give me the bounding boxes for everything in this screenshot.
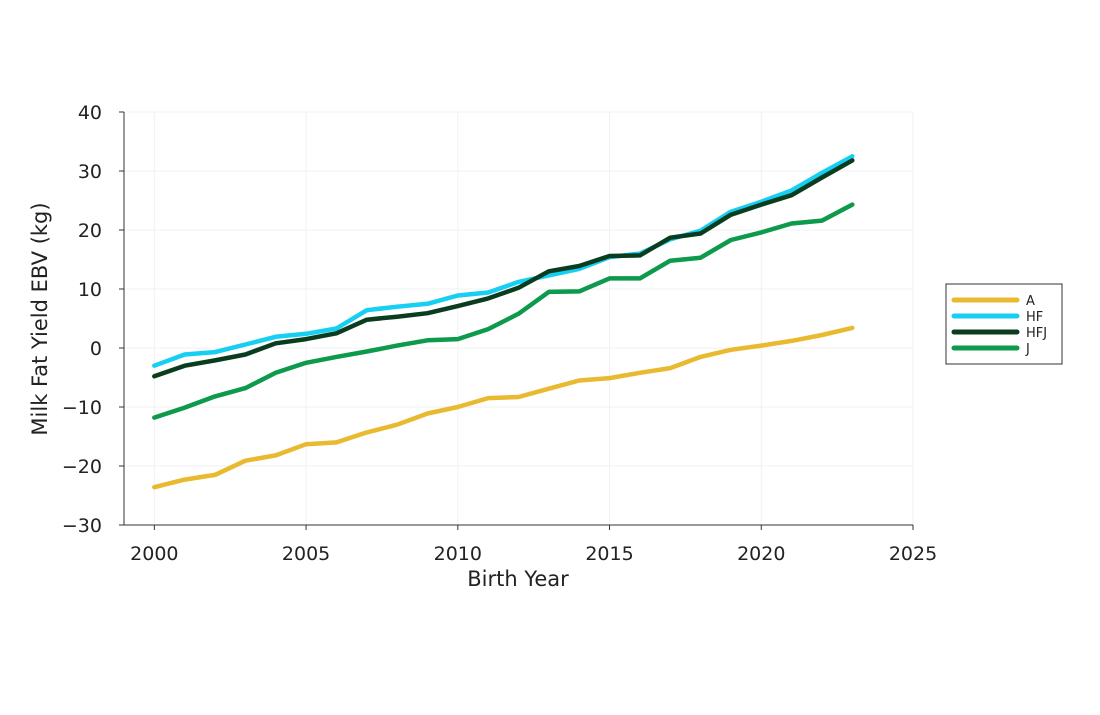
x-tick-label: 2000 xyxy=(130,543,178,565)
legend-label-hf: HF xyxy=(1026,310,1043,325)
y-tick-label: −30 xyxy=(62,515,102,537)
series-line-a xyxy=(152,325,855,490)
y-tick-label: 40 xyxy=(78,102,102,124)
x-axis-title: Birth Year xyxy=(467,567,569,591)
y-tick-label: 30 xyxy=(78,161,102,183)
y-tick-label: −20 xyxy=(62,456,102,478)
legend-label-hfj: HFJ xyxy=(1026,326,1047,341)
x-tick-label: 2005 xyxy=(282,543,330,565)
y-tick-label: 10 xyxy=(78,279,102,301)
y-tick-label: 20 xyxy=(78,220,102,242)
x-tick-label: 2015 xyxy=(585,543,633,565)
y-tick-label: −10 xyxy=(62,397,102,419)
series-line-j xyxy=(152,202,855,420)
y-tick-label: 0 xyxy=(90,338,102,360)
y-axis-title: Milk Fat Yield EBV (kg) xyxy=(28,202,52,435)
axes xyxy=(119,111,914,530)
series-line-hf xyxy=(152,154,855,368)
x-tick-label: 2010 xyxy=(434,543,482,565)
series-line-hfj xyxy=(152,158,855,379)
series-lines xyxy=(152,154,855,490)
legend-box xyxy=(945,283,1063,365)
x-tick-label: 2025 xyxy=(889,543,937,565)
x-tick-label: 2020 xyxy=(737,543,785,565)
legend-label-a: A xyxy=(1026,294,1035,309)
legend-label-j: J xyxy=(1025,342,1030,357)
tick-labels: −30 −20 −10 0 10 20 30 40 2000 2005 2010 2015 2020 20… xyxy=(62,102,937,565)
